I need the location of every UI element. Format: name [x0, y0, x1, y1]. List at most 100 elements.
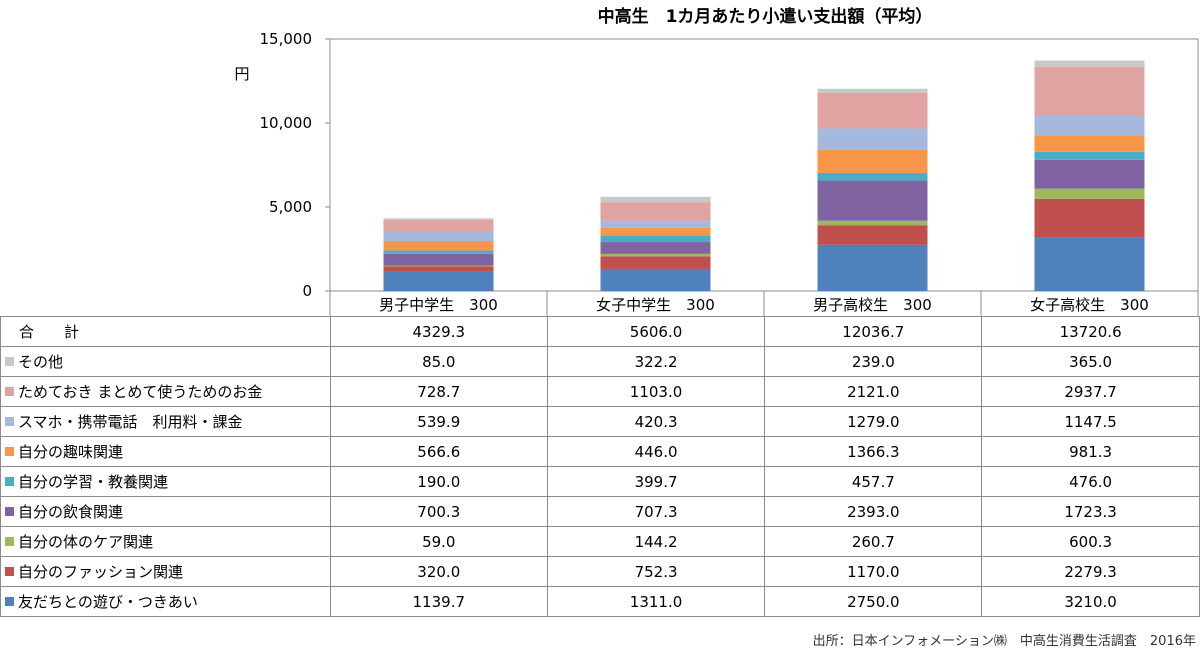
category-label: 男子中学生 300 [379, 296, 498, 314]
total-value: 13720.6 [981, 316, 1200, 347]
row-label: 友だちとの遊び・つきあい [0, 586, 331, 617]
bar-segment [1034, 66, 1145, 116]
row-label: ためておき まとめて使うためのお金 [0, 376, 331, 407]
series-name: ためておき まとめて使うためのお金 [18, 383, 263, 401]
bar-segment [1034, 198, 1145, 238]
bar-segment [817, 244, 928, 291]
data-value: 322.2 [546, 346, 766, 377]
table-row: 自分の体のケア関連 59.0 144.2 260.7 600.3 [0, 526, 1200, 557]
bar-segment [817, 149, 928, 173]
table-row: 自分の学習・教養関連 190.0 399.7 457.7 476.0 [0, 466, 1200, 497]
row-label: その他 [0, 346, 331, 377]
data-value: 1366.3 [764, 436, 983, 467]
data-value: 420.3 [546, 406, 766, 437]
data-value: 728.7 [329, 376, 548, 407]
data-value: 2393.0 [764, 496, 983, 527]
legend-swatch [5, 447, 14, 456]
data-value: 2121.0 [764, 376, 983, 407]
bar-segment [600, 235, 711, 243]
bar-segment [600, 268, 711, 291]
row-label: 自分の学習・教養関連 [0, 466, 331, 497]
bar-segment [383, 219, 494, 232]
data-value: 2750.0 [764, 586, 983, 617]
data-value: 476.0 [981, 466, 1200, 497]
series-name: 自分のファッション関連 [18, 563, 184, 581]
table-row: 自分の飲食関連 700.3 707.3 2393.0 1723.3 [0, 496, 1200, 527]
row-label: 自分の体のケア関連 [0, 526, 331, 557]
data-value: 1279.0 [764, 406, 983, 437]
bar-segment [817, 172, 928, 181]
data-value: 446.0 [546, 436, 766, 467]
y-tick-label: 5,000 [269, 198, 312, 216]
data-value: 1139.7 [329, 586, 548, 617]
bar-segment [600, 202, 711, 221]
table-row: 友だちとの遊び・つきあい 1139.7 1311.0 2750.0 3210.0 [0, 586, 1200, 617]
data-value: 2279.3 [981, 556, 1200, 587]
legend-swatch [5, 417, 14, 426]
data-value: 85.0 [329, 346, 548, 377]
bar-segment [600, 242, 711, 254]
data-value: 539.9 [329, 406, 548, 437]
bar-segment [1034, 135, 1145, 152]
series-name: 自分の趣味関連 [18, 443, 124, 461]
row-label: 自分のファッション関連 [0, 556, 331, 587]
data-value: 144.2 [546, 526, 766, 557]
bar-segment [383, 271, 494, 291]
data-value: 1147.5 [981, 406, 1200, 437]
total-value: 5606.0 [546, 316, 766, 347]
data-value: 1103.0 [546, 376, 766, 407]
data-value: 1723.3 [981, 496, 1200, 527]
series-name: 自分の体のケア関連 [18, 533, 154, 551]
data-value: 1170.0 [764, 556, 983, 587]
bar-segment [1034, 237, 1145, 291]
bar-segment [383, 218, 494, 220]
data-table-body: 合 計 4329.3 5606.0 12036.7 13720.6 その他 85.0 322.… [0, 316, 1200, 617]
row-label-total: 合 計 [0, 316, 331, 347]
bar-segment [817, 180, 928, 221]
legend-swatch [5, 387, 14, 396]
bar-segment [383, 265, 494, 267]
bar-segment [1034, 188, 1145, 199]
table-row-total: 合 計 4329.3 5606.0 12036.7 13720.6 [0, 316, 1200, 347]
bar-segment [1034, 60, 1145, 67]
total-label: 合 計 [19, 323, 80, 341]
bar-segment [383, 250, 494, 254]
source-note: 出所：日本インフォメーション㈱ 中高生消費生活調査 2016年 [812, 634, 1196, 649]
legend-swatch [5, 567, 14, 576]
table-row: ためておき まとめて使うためのお金 728.7 1103.0 2121.0 2937.7 [0, 376, 1200, 407]
series-name: 自分の学習・教養関連 [18, 473, 169, 491]
bars-layer [383, 60, 1145, 291]
bar-segment [383, 253, 494, 266]
data-value: 2937.7 [981, 376, 1200, 407]
data-table: 合 計 4329.3 5606.0 12036.7 13720.6 その他 85.0 322.… [0, 316, 1200, 617]
legend-swatch [5, 477, 14, 486]
bar-segment [600, 196, 711, 203]
data-value: 566.6 [329, 436, 548, 467]
row-label: 自分の趣味関連 [0, 436, 331, 467]
table-row: 自分の趣味関連 566.6 446.0 1366.3 981.3 [0, 436, 1200, 467]
y-tick-label: 10,000 [260, 114, 313, 132]
bar-segment [383, 231, 494, 242]
bar-segment [600, 256, 711, 269]
category-label: 女子高校生 300 [1030, 296, 1149, 314]
data-value: 320.0 [329, 556, 548, 587]
legend-swatch [5, 357, 14, 366]
data-value: 399.7 [546, 466, 766, 497]
bar-segment [383, 241, 494, 251]
data-value: 457.7 [764, 466, 983, 497]
bar-segment [600, 253, 711, 257]
data-value: 1311.0 [546, 586, 766, 617]
bar-segment [817, 128, 928, 150]
data-value: 600.3 [981, 526, 1200, 557]
bar-segment [1034, 151, 1145, 160]
bar-segment [817, 92, 928, 129]
bar-segment [817, 225, 928, 245]
data-value: 59.0 [329, 526, 548, 557]
data-value: 700.3 [329, 496, 548, 527]
bar-segment [383, 266, 494, 272]
y-tick-label: 0 [302, 282, 312, 300]
row-label: スマホ・携帯電話 利用料・課金 [0, 406, 331, 437]
bar-segment [1034, 159, 1145, 189]
